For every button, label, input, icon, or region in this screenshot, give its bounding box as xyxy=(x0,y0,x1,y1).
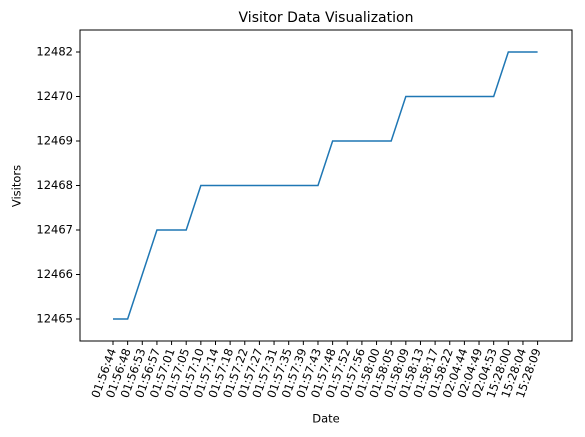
y-tick-label: 12468 xyxy=(36,178,73,192)
x-axis-label: Date xyxy=(312,412,340,426)
y-tick-label: 12466 xyxy=(36,267,73,281)
y-tick-label: 12469 xyxy=(36,134,73,148)
y-tick-label: 12467 xyxy=(36,223,73,237)
chart-title: Visitor Data Visualization xyxy=(239,10,414,26)
line xyxy=(113,51,538,320)
y-tick-label: 12482 xyxy=(36,45,73,59)
y-axis-label: Visitors xyxy=(10,165,24,207)
y-tick-label: 12465 xyxy=(36,312,73,326)
plot-frame xyxy=(79,29,573,342)
y-tick-label: 12470 xyxy=(36,89,73,103)
